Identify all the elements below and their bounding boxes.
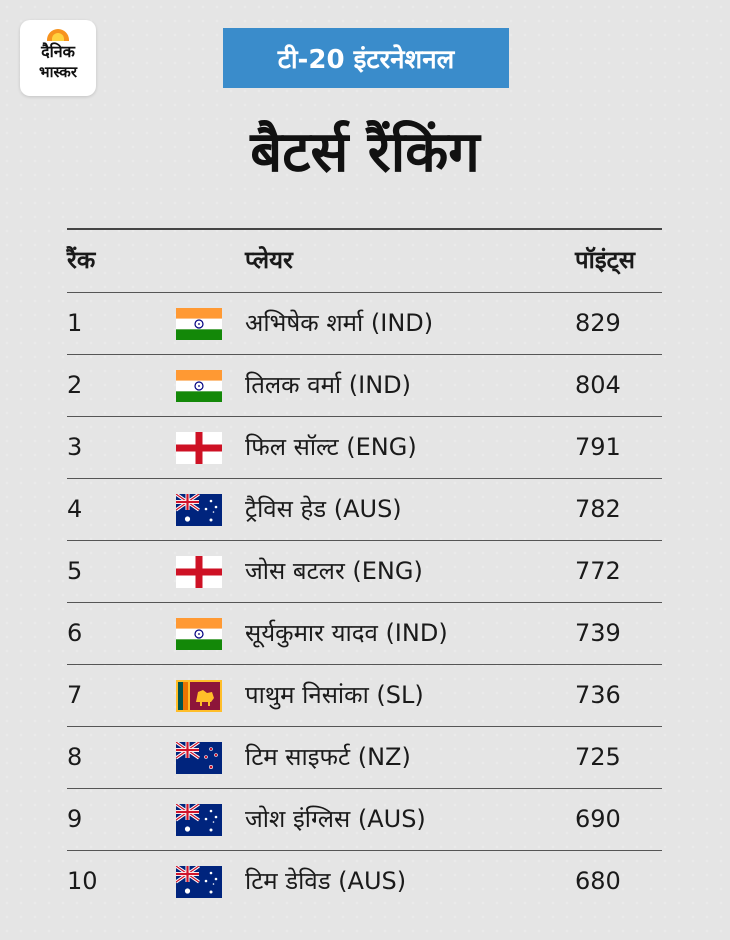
player-cell: तिलक वर्मा (IND): [245, 371, 412, 399]
rank-cell: 10: [67, 867, 98, 895]
points-cell: 829: [575, 309, 621, 337]
rank-cell: 2: [67, 371, 83, 399]
table-row: 7 पाथुम निसांका (SL) 736: [67, 665, 662, 727]
player-cell: जोस बटलर (ENG): [245, 557, 423, 585]
header-points: पॉइंट्स: [575, 246, 635, 274]
table-body: 1 अभिषेक शर्मा (IND) 829 2 तिलक वर्मा (IND) 8…: [67, 293, 662, 912]
points-cell: 804: [575, 371, 621, 399]
points-cell: 736: [575, 681, 621, 709]
table-row: 4 ट्रैविस हेड (AUS) 782: [67, 479, 662, 541]
table-row: 5 जोस बटलर (ENG) 772: [67, 541, 662, 603]
points-cell: 791: [575, 433, 621, 461]
header-rank: रैंक: [67, 246, 96, 274]
rank-cell: 9: [67, 805, 83, 833]
logo-line-2: भास्कर: [39, 63, 77, 81]
rank-cell: 5: [67, 557, 83, 585]
points-cell: 690: [575, 805, 621, 833]
table-row: 9 जोश इंग्लिस (AUS) 690: [67, 789, 662, 851]
player-cell: फिल सॉल्ट (ENG): [245, 433, 417, 461]
points-cell: 772: [575, 557, 621, 585]
australia-flag-icon: [176, 494, 222, 526]
player-cell: टिम साइफर्ट (NZ): [245, 743, 411, 771]
rank-cell: 7: [67, 681, 83, 709]
points-cell: 680: [575, 867, 621, 895]
rank-cell: 8: [67, 743, 83, 771]
table-row: 8 टिम साइफर्ट (NZ) 725: [67, 727, 662, 789]
points-cell: 725: [575, 743, 621, 771]
sun-core: [52, 33, 64, 41]
sri-lanka-flag-icon: [176, 680, 222, 712]
header-player: प्लेयर: [245, 246, 293, 274]
logo-line-1: दैनिक: [41, 42, 75, 61]
india-flag-icon: [176, 618, 222, 650]
rank-cell: 3: [67, 433, 83, 461]
player-cell: जोश इंग्लिस (AUS): [245, 805, 426, 833]
page-title: बैटर्स रैंकिंग: [250, 120, 480, 185]
australia-flag-icon: [176, 804, 222, 836]
player-cell: टिम डेविड (AUS): [245, 867, 407, 895]
player-cell: ट्रैविस हेड (AUS): [245, 495, 402, 523]
player-cell: अभिषेक शर्मा (IND): [245, 309, 434, 337]
table-row: 2 तिलक वर्मा (IND) 804: [67, 355, 662, 417]
table-row: 3 फिल सॉल्ट (ENG) 791: [67, 417, 662, 479]
points-cell: 782: [575, 495, 621, 523]
new-zealand-flag-icon: [176, 742, 222, 774]
england-flag-icon: [176, 432, 222, 464]
india-flag-icon: [176, 370, 222, 402]
australia-flag-icon: [176, 866, 222, 898]
dainik-bhaskar-logo: दैनिक भास्कर: [20, 20, 96, 96]
rank-cell: 1: [67, 309, 83, 337]
table-row: 10 टिम डेविड (AUS) 680: [67, 851, 662, 912]
table-header: रैंक प्लेयर पॉइंट्स: [67, 228, 662, 293]
rank-cell: 4: [67, 495, 83, 523]
england-flag-icon: [176, 556, 222, 588]
table-row: 1 अभिषेक शर्मा (IND) 829: [67, 293, 662, 355]
player-cell: सूर्यकुमार यादव (IND): [245, 619, 448, 647]
table-row: 6 सूर्यकुमार यादव (IND) 739: [67, 603, 662, 665]
player-cell: पाथुम निसांका (SL): [245, 681, 424, 709]
rankings-table: रैंक प्लेयर पॉइंट्स 1 अभिषेक शर्मा (IND) 8…: [67, 228, 662, 912]
rank-cell: 6: [67, 619, 83, 647]
points-cell: 739: [575, 619, 621, 647]
india-flag-icon: [176, 308, 222, 340]
category-badge: टी-20 इंटरनेशनल: [223, 28, 509, 88]
